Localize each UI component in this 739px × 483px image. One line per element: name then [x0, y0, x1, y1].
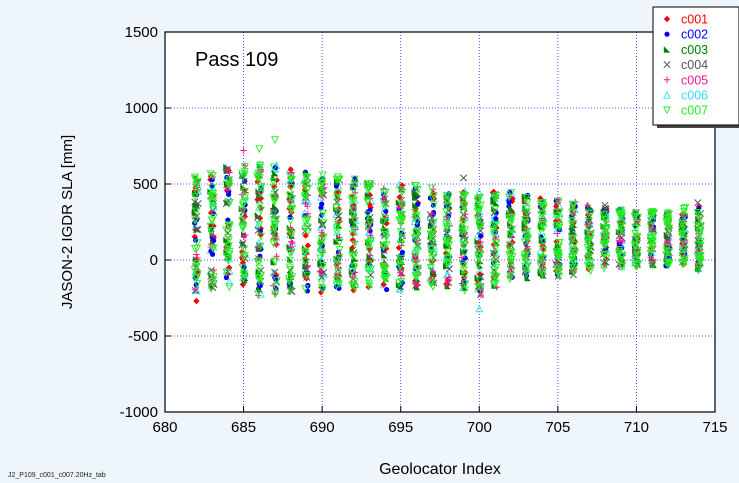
legend-label-c006: c006	[681, 89, 708, 103]
legend-label-c004: c004	[681, 58, 708, 72]
data-point-c002	[400, 250, 405, 255]
y-axis-label: JASON-2 IGDR SLA [mm]	[59, 135, 76, 309]
footer-filename: J2_P109_c001_c007.20Hz_tab	[8, 472, 106, 479]
y-tick-label: -1000	[120, 404, 158, 421]
x-tick-label: 685	[231, 419, 256, 436]
y-axis-ticks: 1500 1000 500 0 -500 -1000	[120, 24, 171, 421]
legend: c001c002c003c004c005 c006c007	[653, 7, 739, 128]
data-point-c002	[478, 233, 483, 238]
data-point-c002	[463, 256, 468, 261]
x-axis-label: Geolocator Index	[379, 461, 501, 478]
x-tick-label: 690	[310, 419, 335, 436]
y-tick-label: 500	[133, 176, 158, 193]
y-tick-label: 1500	[125, 24, 158, 41]
x-tick-label: 680	[152, 419, 177, 436]
x-tick-label: 710	[624, 419, 649, 436]
plot-area	[165, 32, 715, 412]
x-tick-label: 695	[388, 419, 413, 436]
legend-label-c001: c001	[681, 13, 708, 27]
chart-annotation: Pass 109	[195, 49, 278, 71]
legend-label-c003: c003	[681, 43, 708, 57]
y-tick-label: -500	[128, 328, 158, 345]
data-point-c002	[226, 189, 231, 194]
x-tick-label: 715	[702, 419, 727, 436]
data-point-c002	[384, 287, 389, 292]
legend-label-c005: c005	[681, 73, 708, 87]
x-tick-label: 705	[545, 419, 570, 436]
legend-marker-c002	[664, 32, 669, 37]
y-tick-label: 0	[150, 252, 158, 269]
data-point-c002	[493, 216, 498, 221]
legend-label-c002: c002	[681, 28, 708, 42]
legend-label-c007: c007	[681, 104, 708, 118]
x-tick-label: 700	[467, 419, 492, 436]
data-point-c002	[319, 201, 324, 206]
y-tick-label: 1000	[125, 100, 158, 117]
